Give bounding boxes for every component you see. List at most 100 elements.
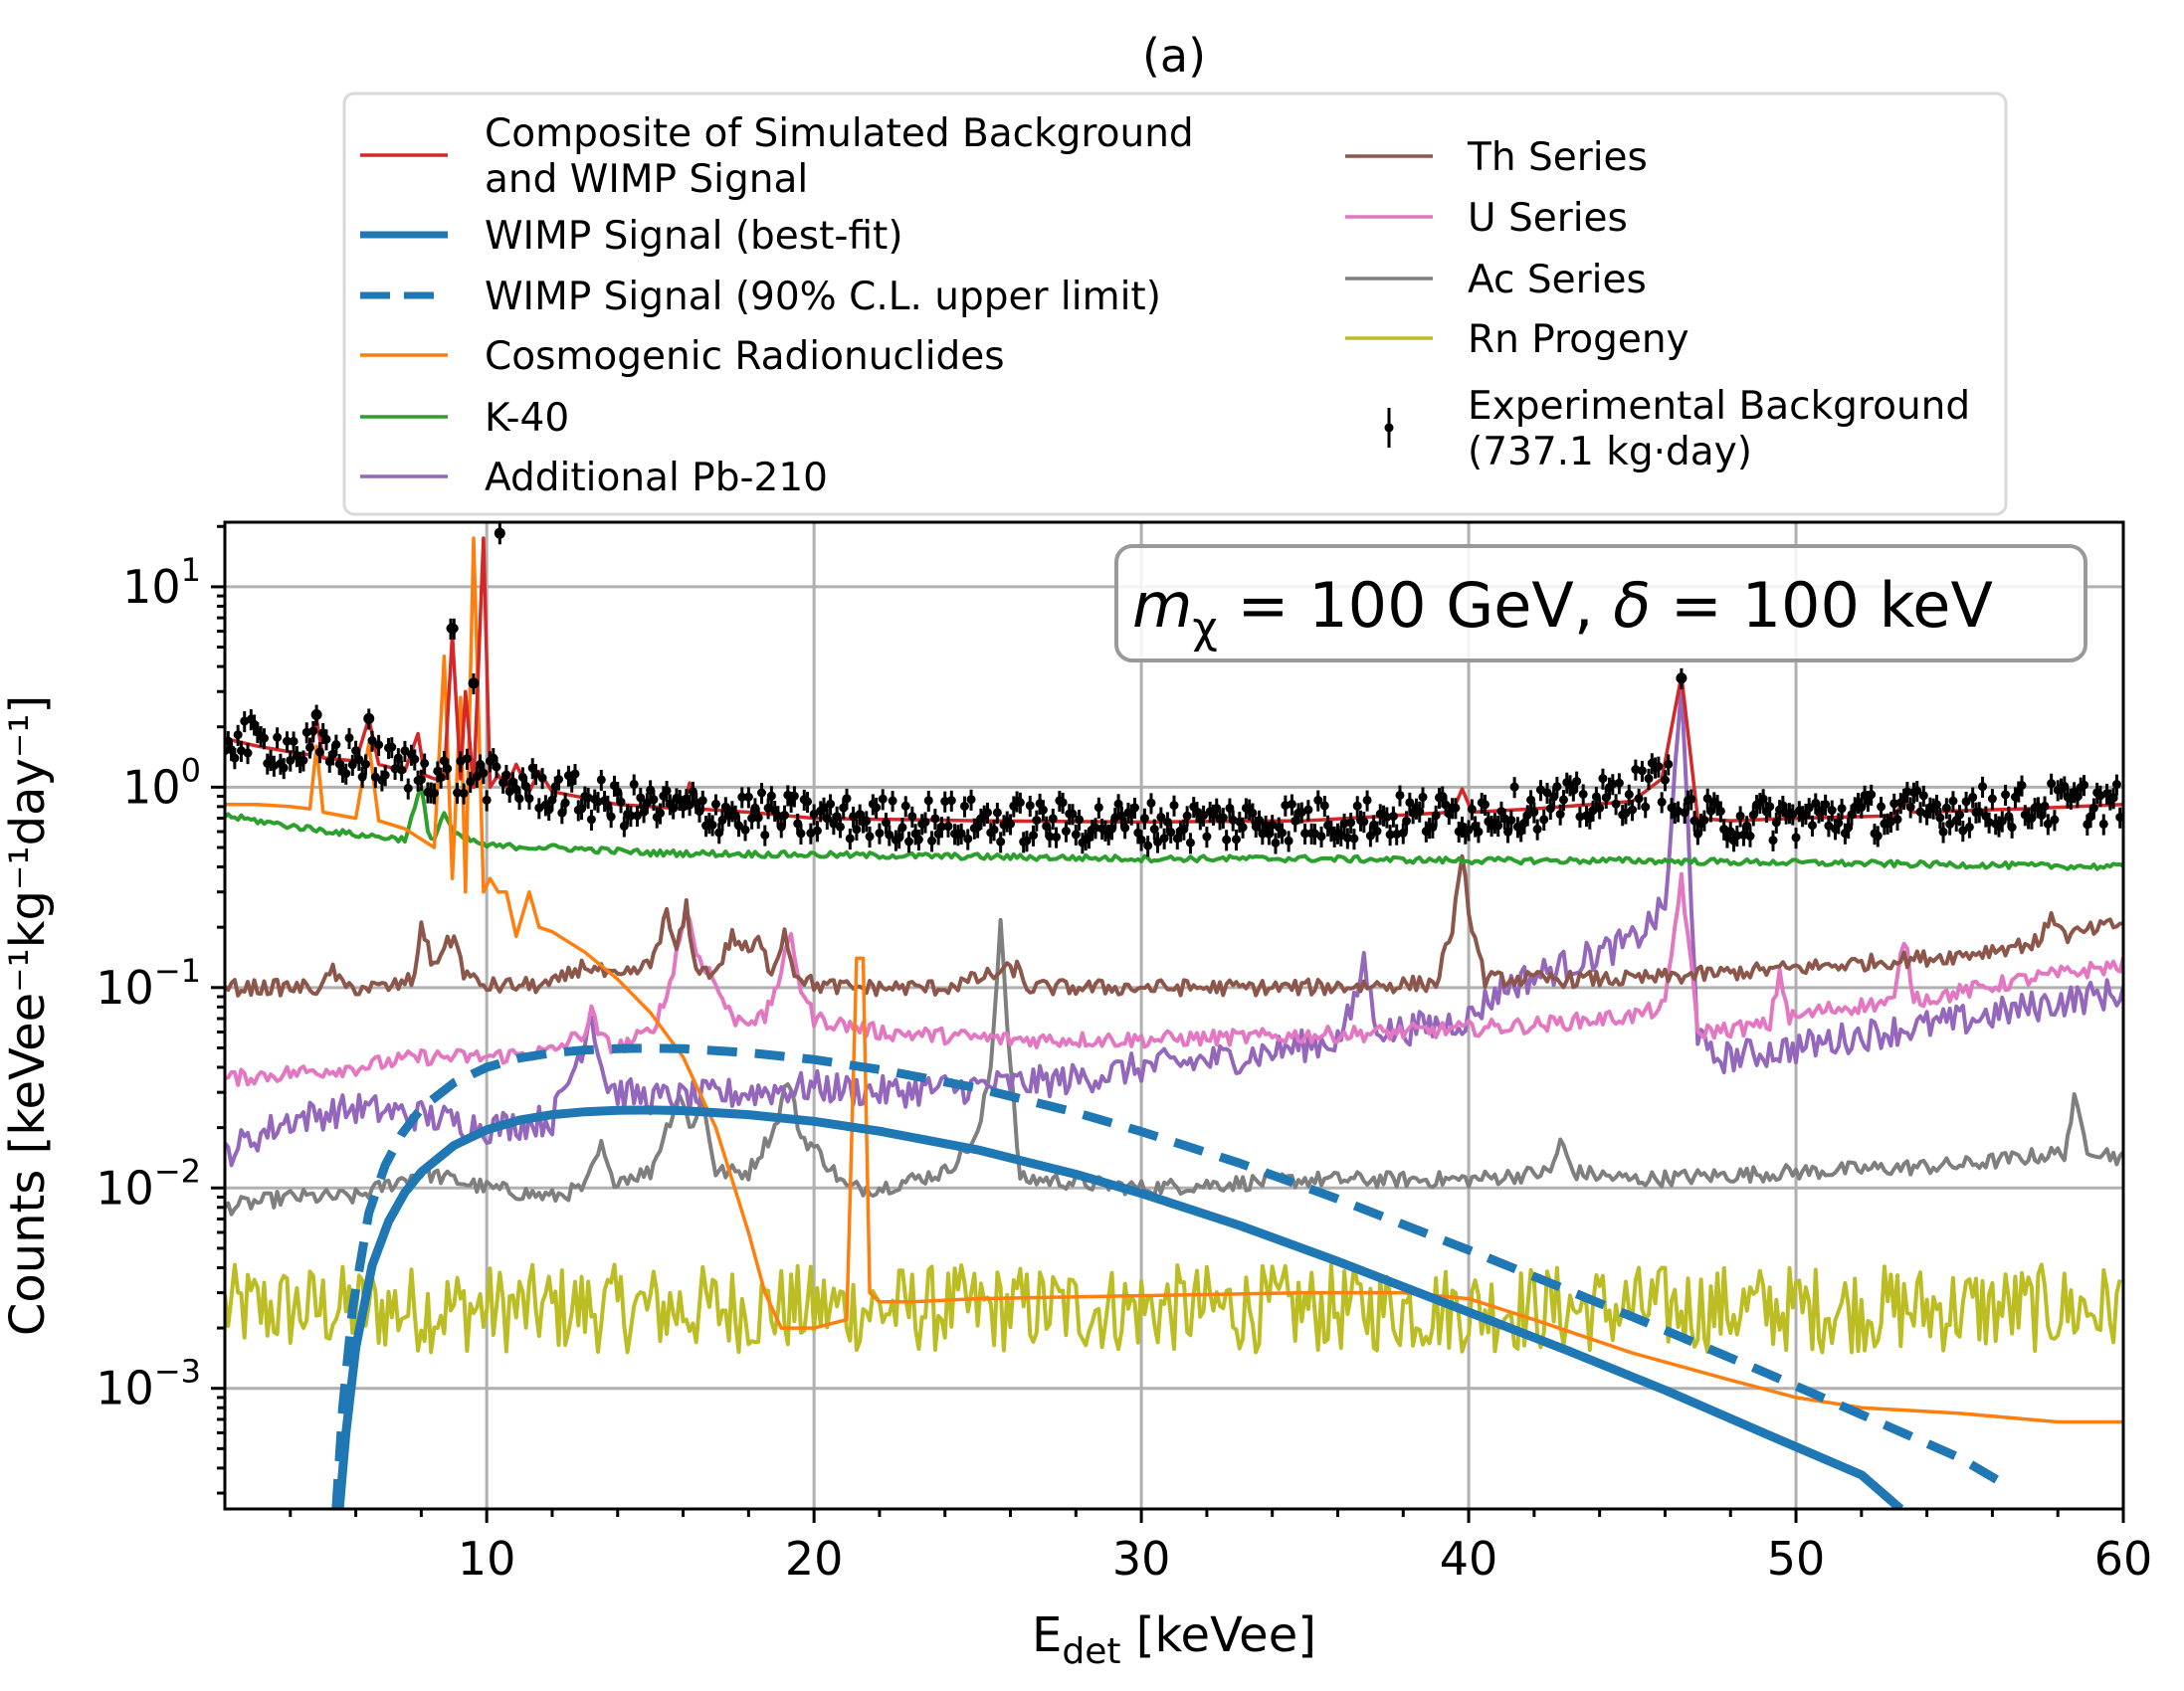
- data-point: [1248, 808, 1258, 818]
- data-point: [1735, 811, 1745, 821]
- legend-label: Th Series: [1467, 135, 1648, 180]
- data-point: [1867, 790, 1877, 800]
- data-point: [1758, 794, 1768, 804]
- data-point: [1961, 797, 1971, 807]
- data-point: [492, 762, 501, 772]
- data-point: [1238, 823, 1248, 833]
- data-point: [341, 769, 351, 779]
- data-point: [273, 732, 283, 742]
- data-point: [1271, 838, 1281, 847]
- data-point: [466, 777, 476, 787]
- data-point: [1578, 789, 1588, 799]
- data-point: [930, 814, 940, 824]
- data-point: [1997, 817, 2007, 827]
- data-point: [1877, 802, 1886, 812]
- data-point: [835, 822, 845, 832]
- data-point: [959, 801, 969, 811]
- data-point: [354, 755, 364, 765]
- data-point: [1372, 827, 1382, 837]
- data-point: [1968, 792, 1978, 802]
- data-point: [1029, 831, 1039, 841]
- legend-entry-rn: Rn Progeny: [1345, 317, 1689, 362]
- data-point: [1402, 816, 1412, 826]
- y-tick-label: 101: [122, 551, 201, 614]
- series-line-wimp_ul: [331, 1043, 2008, 1509]
- data-point: [992, 808, 1002, 818]
- data-point: [416, 775, 426, 785]
- x-axis: 10 20 30 40 50 60: [289, 1509, 2152, 1586]
- legend-label: WIMP Signal (best-fit): [485, 214, 903, 259]
- data-point: [1715, 806, 1725, 816]
- data-point: [1637, 766, 1647, 776]
- data-point: [1987, 794, 1997, 804]
- data-point: [479, 768, 489, 778]
- data-point-peak: [494, 527, 505, 539]
- axes-background: [225, 522, 2123, 1509]
- data-point: [289, 736, 298, 746]
- data-point: [936, 822, 946, 832]
- data-point: [1873, 831, 1883, 841]
- series-line-pb210: [225, 684, 2123, 1168]
- data-point: [845, 834, 855, 844]
- data-point: [443, 764, 453, 774]
- data-point: [1641, 802, 1651, 812]
- legend-entry-pb210: Additional Pb-210: [360, 456, 828, 500]
- data-point: [826, 799, 836, 809]
- data-point: [1464, 825, 1474, 835]
- data-point: [279, 763, 289, 773]
- data-point: [1945, 819, 1955, 829]
- legend-label: (737.1 kg·day): [1468, 430, 1752, 474]
- data-point: [780, 811, 790, 821]
- data-point: [233, 730, 243, 740]
- data-point: [1702, 794, 1712, 804]
- data-point: [1113, 799, 1123, 809]
- data-point: [1032, 816, 1042, 826]
- data-point: [283, 736, 293, 746]
- data-point: [1539, 815, 1549, 825]
- data-point: [2043, 819, 2053, 829]
- data-point: [1608, 779, 1618, 789]
- data-point: [1948, 796, 1958, 806]
- data-point: [796, 829, 806, 839]
- data-point: [1552, 782, 1562, 792]
- data-point: [305, 742, 315, 752]
- data-point: [616, 797, 626, 807]
- data-point: [586, 815, 596, 825]
- data-point: [1075, 815, 1085, 825]
- data-point: [1388, 812, 1398, 822]
- data-point: [1218, 813, 1228, 823]
- data-point: [2001, 790, 2011, 800]
- data-point: [733, 821, 743, 831]
- annotation-box: mχ = 100 GeV, δ = 100 keV: [1114, 544, 2087, 662]
- data-point: [753, 813, 763, 823]
- data-point: [347, 760, 357, 770]
- data-point: [1451, 803, 1461, 813]
- data-point: [1159, 834, 1169, 844]
- data-point: [1130, 803, 1140, 813]
- data-point: [1143, 841, 1153, 850]
- data-point: [1941, 803, 1951, 813]
- data-point: [1572, 776, 1582, 786]
- legend-entry-wimp_ul: WIMP Signal (90% C.L. upper limit): [360, 275, 1161, 319]
- data-point: [1278, 828, 1288, 838]
- data-point: [1978, 782, 1988, 792]
- data-point: [888, 796, 897, 806]
- data-point: [897, 823, 907, 833]
- data-point: [1827, 806, 1837, 816]
- legend-entry-u: U Series: [1345, 196, 1628, 241]
- data-point: [436, 773, 446, 783]
- data-point: [1287, 799, 1296, 809]
- data-point: [387, 742, 397, 752]
- data-point: [743, 792, 753, 802]
- data-point: [2007, 823, 2017, 833]
- data-point: [230, 753, 240, 763]
- x-axis-label: Edet [keVee]: [1032, 1607, 1316, 1672]
- data-point: [2047, 779, 2057, 789]
- data-point: [710, 799, 720, 809]
- data-point-peak: [363, 712, 375, 724]
- data-point: [1657, 797, 1667, 807]
- data-point: [1303, 805, 1313, 815]
- data-point: [2111, 780, 2121, 790]
- data-point: [1912, 786, 1922, 796]
